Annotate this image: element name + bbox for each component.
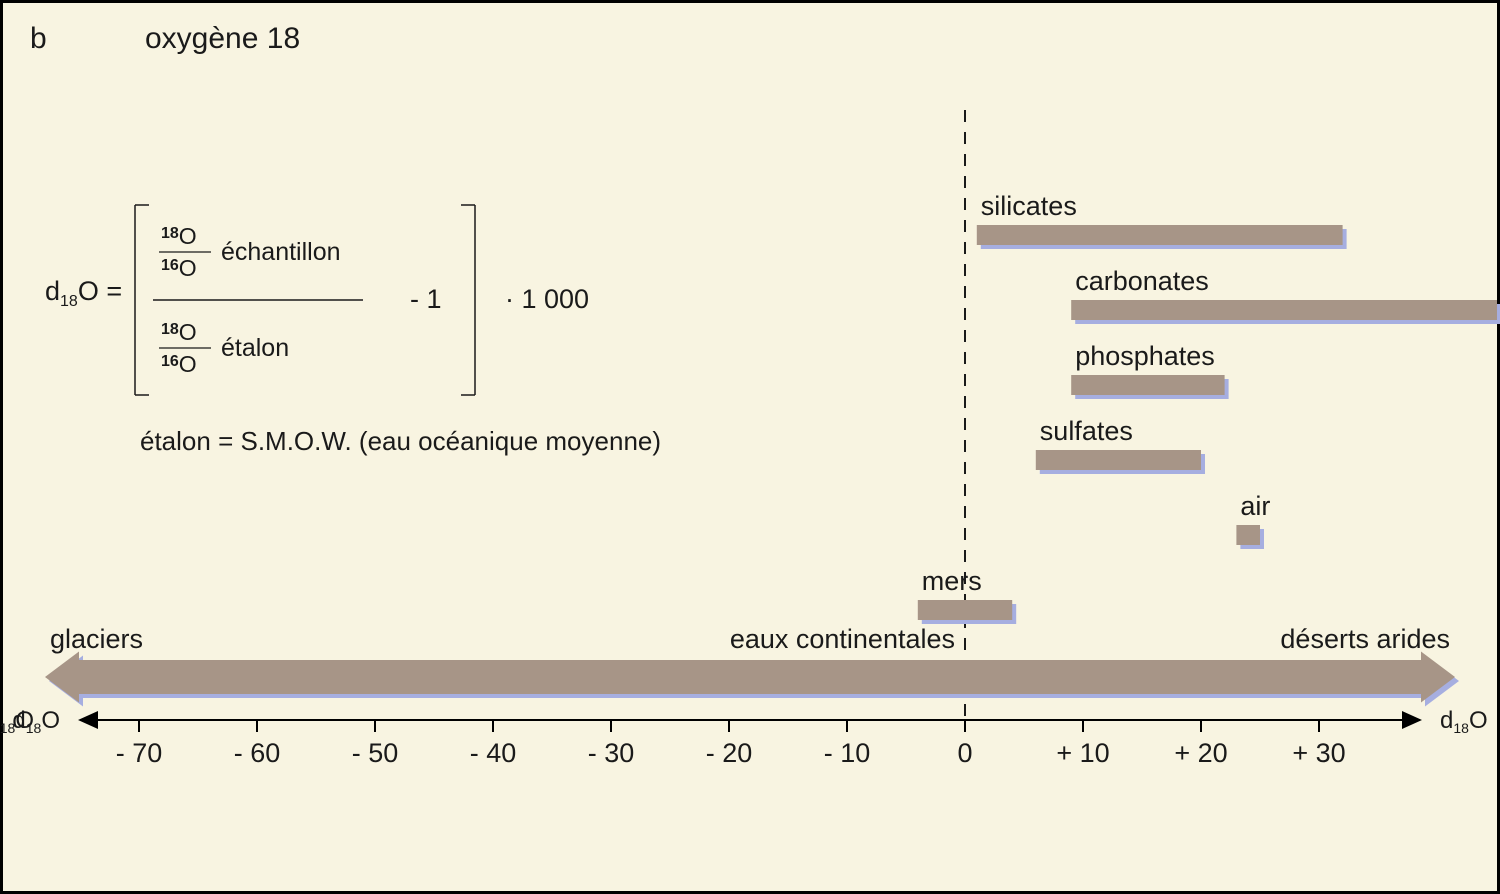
- bar-label-silicates: silicates: [981, 191, 1077, 221]
- bar-mers: [918, 600, 1012, 620]
- axis-tick-label: - 40: [470, 738, 517, 768]
- bar-label-phosphates: phosphates: [1075, 341, 1215, 371]
- formula-caption: étalon = S.M.O.W. (eau océanique moyenne…: [140, 426, 661, 456]
- axis-tick-label: - 50: [352, 738, 399, 768]
- axis-tick-label: + 10: [1056, 738, 1109, 768]
- main-arrow-label-2: déserts arides: [1280, 624, 1450, 654]
- bar-phosphates: [1071, 375, 1224, 395]
- bar-silicates: [977, 225, 1343, 245]
- formula-times-thousand: · 1 000: [505, 284, 589, 314]
- bar-carbonates: [1071, 300, 1497, 320]
- axis-tick-label: 0: [957, 738, 972, 768]
- formula-lhs: d18O =: [45, 276, 122, 310]
- iso-word-sample: échantillon: [221, 238, 341, 266]
- bar-air: [1236, 525, 1260, 545]
- diagram-frame: boxygène 18d18O =18O16Oéchantillon18O16O…: [0, 0, 1500, 894]
- formula-minus-one: - 1: [410, 284, 442, 314]
- bar-label-carbonates: carbonates: [1075, 266, 1209, 296]
- bar-label-sulfates: sulfates: [1040, 416, 1133, 446]
- axis-tick-label: + 30: [1292, 738, 1345, 768]
- axis-tick-label: - 60: [234, 738, 281, 768]
- bar-label-air: air: [1240, 491, 1270, 521]
- main-arrow-label-1: eaux continentales: [730, 624, 955, 654]
- diagram-title: oxygène 18: [145, 22, 300, 55]
- bar-sulfates: [1036, 450, 1201, 470]
- axis-tick-label: - 20: [706, 738, 753, 768]
- main-arrow-label-0: glaciers: [50, 624, 143, 654]
- iso-word-standard: étalon: [221, 334, 289, 362]
- axis-tick-label: - 10: [824, 738, 871, 768]
- axis-tick-label: + 20: [1174, 738, 1227, 768]
- panel-letter: b: [30, 22, 47, 55]
- axis-tick-label: - 30: [588, 738, 635, 768]
- bar-label-mers: mers: [922, 566, 982, 596]
- diagram-svg: boxygène 18d18O =18O16Oéchantillon18O16O…: [0, 0, 1500, 894]
- axis-tick-label: - 70: [116, 738, 163, 768]
